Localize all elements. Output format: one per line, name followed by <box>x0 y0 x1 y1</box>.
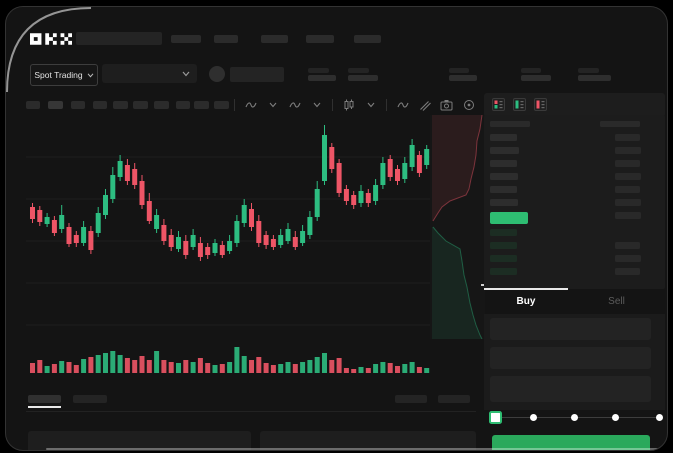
bottom-tab-2[interactable] <box>73 395 107 403</box>
overlay-chevron-icon[interactable] <box>310 98 323 112</box>
orderbook-mode-icons <box>492 98 547 116</box>
submit-buy-button[interactable] <box>492 435 650 450</box>
tab-buy[interactable]: Buy <box>484 288 568 314</box>
book-asks-icon[interactable] <box>534 98 547 116</box>
timeframe-button[interactable] <box>154 101 169 109</box>
timeframe-button[interactable] <box>26 101 40 109</box>
order-field-2[interactable] <box>490 347 651 369</box>
indicator-wave-icon[interactable] <box>244 98 257 112</box>
timeframe-button[interactable] <box>48 101 63 109</box>
orderbook-last-price[interactable] <box>490 212 528 224</box>
nav-item-placeholder[interactable] <box>306 35 334 43</box>
okx-logo <box>30 33 72 45</box>
measure-tool-icon[interactable] <box>418 98 431 112</box>
indicator-chevron-icon[interactable] <box>266 98 279 112</box>
bottom-tab-active[interactable] <box>28 395 61 403</box>
nav-item-placeholder[interactable] <box>261 35 288 43</box>
nav-item-placeholder[interactable] <box>354 35 381 43</box>
timeframe-button[interactable] <box>194 101 209 109</box>
slider-step-dot[interactable] <box>612 414 619 421</box>
orderbook-last-price-amount <box>615 212 641 219</box>
orders-table-left <box>28 431 251 450</box>
orderbook-col-header-amount <box>600 121 640 127</box>
chart-tool-icons <box>234 96 497 114</box>
nav-item-placeholder[interactable] <box>214 35 238 43</box>
amount-slider-handle[interactable] <box>489 411 502 424</box>
toolbar-divider <box>234 99 235 111</box>
timeframe-button[interactable] <box>214 101 229 109</box>
candlestick-chart[interactable] <box>26 119 430 375</box>
toolbar-divider <box>386 99 387 111</box>
toolbar-divider <box>332 99 333 111</box>
screenshot-icon[interactable] <box>440 98 453 112</box>
search-bar-placeholder[interactable] <box>76 32 162 45</box>
timeframe-button[interactable] <box>113 101 128 109</box>
trade-side-tabs: Buy Sell <box>484 288 665 314</box>
bottom-tab-underline <box>28 406 61 408</box>
timeframe-button[interactable] <box>93 101 107 109</box>
timeframe-button[interactable] <box>133 101 148 109</box>
tab-buy-label: Buy <box>516 296 536 307</box>
overlay-wave-icon[interactable] <box>288 98 301 112</box>
chevron-down-icon <box>87 73 93 78</box>
chevron-down-icon <box>182 71 190 76</box>
app-window: Spot Trading <box>5 6 668 451</box>
pair-name-placeholder <box>230 67 284 82</box>
orders-table-right <box>260 431 476 450</box>
order-field-1[interactable] <box>490 318 651 340</box>
line-tool-icon[interactable] <box>396 98 409 112</box>
chart-style-candle-icon[interactable] <box>342 98 355 112</box>
tab-sell-label: Sell <box>608 296 625 307</box>
orderbook-col-header-price <box>490 121 530 127</box>
bottom-action-1[interactable] <box>395 395 427 403</box>
coin-avatar[interactable] <box>209 66 225 82</box>
pair-dropdown[interactable] <box>102 64 197 83</box>
bottom-action-2[interactable] <box>438 395 470 403</box>
order-field-3[interactable] <box>490 376 651 402</box>
bottom-divider <box>26 411 476 412</box>
slider-step-dot[interactable] <box>530 414 537 421</box>
book-both-icon[interactable] <box>492 98 505 116</box>
slider-step-dot[interactable] <box>656 414 663 421</box>
timeframe-button[interactable] <box>71 101 85 109</box>
nav-item-placeholder[interactable] <box>171 35 201 43</box>
spot-trading-label: Spot Trading <box>34 70 83 80</box>
depth-chart <box>430 114 485 340</box>
settings-target-icon[interactable] <box>462 98 475 112</box>
book-bids-icon[interactable] <box>513 98 526 116</box>
chart-style-chevron-icon[interactable] <box>364 98 377 112</box>
timeframe-button[interactable] <box>176 101 190 109</box>
tab-sell[interactable]: Sell <box>568 289 665 314</box>
spot-trading-button[interactable]: Spot Trading <box>30 64 98 86</box>
slider-step-dot[interactable] <box>571 414 578 421</box>
